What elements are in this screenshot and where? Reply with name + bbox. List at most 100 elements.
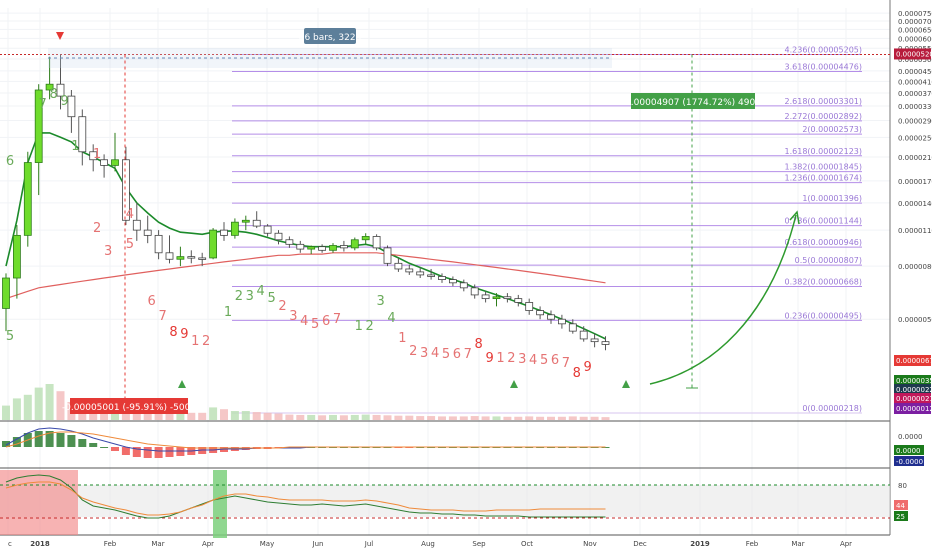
candle-body xyxy=(165,252,174,260)
oscillator-bar xyxy=(67,435,76,447)
price-tick-label: 0.00001700 xyxy=(898,178,932,186)
signal-line xyxy=(5,431,606,449)
price-tick-label: 0.00007000 xyxy=(898,18,932,26)
volume-bar xyxy=(187,412,196,420)
candle-body xyxy=(568,323,577,332)
candle-body xyxy=(536,310,544,316)
candle-body xyxy=(209,229,218,259)
time-axis-label: Jul xyxy=(364,540,374,548)
td-count-label: 3 xyxy=(518,352,526,367)
volume-bar xyxy=(438,416,446,420)
volume-bar xyxy=(427,416,436,420)
td-count-label: 9 xyxy=(485,351,493,366)
price-tick-label: 0.00004500 xyxy=(898,68,932,76)
candle-body xyxy=(438,276,446,280)
fib-level-label: 2.272(0.00002892) xyxy=(785,112,863,121)
candle-body xyxy=(274,232,283,241)
time-axis-label: Apr xyxy=(840,540,852,548)
oscillator-bar xyxy=(121,447,130,455)
price-tag-label: 0.00000123 xyxy=(896,405,932,413)
volume-bar xyxy=(503,416,512,420)
time-axis-label: May xyxy=(260,540,274,548)
candle-body xyxy=(23,162,32,236)
price-tag-label: 0.00005204 xyxy=(896,50,932,58)
candle-body xyxy=(132,219,141,231)
candle-body xyxy=(230,221,239,236)
td-count-label: 4 xyxy=(300,314,308,329)
candle-body xyxy=(89,151,98,161)
range-label-box xyxy=(304,28,356,44)
candle-body xyxy=(12,234,21,279)
price-tick-label: 0.00004100 xyxy=(898,78,932,86)
candle-body xyxy=(307,246,316,250)
volume-bar xyxy=(579,416,588,420)
rsi-overbought-zone xyxy=(0,470,78,535)
td-count-label: 5 xyxy=(540,353,548,368)
volume-bar xyxy=(372,414,381,420)
volume-bar xyxy=(394,415,403,420)
td-count-label: 6 xyxy=(551,353,559,368)
time-axis-label: c xyxy=(8,540,12,548)
candle-body xyxy=(198,257,207,260)
time-axis-label: 2018 xyxy=(30,540,50,548)
candle-body xyxy=(100,159,108,166)
price-tick-label: 0.00003700 xyxy=(898,90,932,98)
candle-body xyxy=(241,219,250,223)
price-tick-label: 0.00002900 xyxy=(898,118,932,126)
td-count-label: 4 xyxy=(529,353,537,368)
time-axis-label: Jun xyxy=(312,540,324,548)
candle-body xyxy=(481,294,490,300)
fib-level-label: 1.618(0.00002123) xyxy=(785,147,863,156)
price-tick-label: 0.00001100 xyxy=(898,227,932,235)
volume-bar xyxy=(285,414,294,420)
td-count-label: 4 xyxy=(431,346,439,361)
candle-body xyxy=(579,330,588,340)
volume-bar xyxy=(492,416,501,420)
sma-line xyxy=(5,252,606,300)
td-count-label: 7 xyxy=(562,356,570,371)
volume-bar xyxy=(568,416,577,420)
td-count-label: 5 xyxy=(126,237,134,252)
td-count-label: 5 xyxy=(267,291,275,306)
price-tag-label: 0.00000673 xyxy=(896,357,932,365)
volume-bar xyxy=(23,394,32,420)
candle-body xyxy=(296,243,305,250)
candle-body xyxy=(318,246,327,251)
volume-bar xyxy=(350,414,359,420)
candle-body xyxy=(187,256,196,259)
price-tick-label: 0.00005000 xyxy=(898,56,932,64)
oscillator-bar xyxy=(56,433,65,447)
candle-body xyxy=(427,274,436,277)
time-axis-label: Aug xyxy=(421,540,435,548)
candle-body xyxy=(459,282,468,289)
candle-body xyxy=(503,296,512,300)
volume-bar xyxy=(252,412,261,420)
candle-body xyxy=(111,159,119,166)
fib-level-label: 0.382(0.00000668) xyxy=(785,277,863,286)
td-count-label: 3 xyxy=(376,294,384,309)
oscillator-bar xyxy=(45,431,54,447)
volume-bar xyxy=(601,417,610,420)
volume-bar xyxy=(383,415,392,420)
fib-level-label: 2.618(0.00003301) xyxy=(785,97,863,106)
oscillator-bar xyxy=(89,443,98,447)
rsi-line xyxy=(5,474,606,519)
td-count-label: 2 xyxy=(409,344,417,359)
time-axis-label: Mar xyxy=(791,540,804,548)
volume-bar xyxy=(45,384,54,420)
volume-bar xyxy=(547,416,555,420)
td-count-label: 9 xyxy=(60,94,68,109)
candle-body xyxy=(590,338,599,343)
candle-body xyxy=(361,236,370,241)
candle-body xyxy=(394,262,403,270)
td-count-label: 7 xyxy=(39,97,47,112)
volume-bar xyxy=(209,407,218,420)
range-measure-area xyxy=(48,48,612,68)
td-count-label: 4 xyxy=(387,311,395,326)
candle-body xyxy=(329,245,337,251)
candle-body xyxy=(525,302,534,311)
candle-body xyxy=(350,239,359,249)
td-count-label: 3 xyxy=(104,244,112,259)
